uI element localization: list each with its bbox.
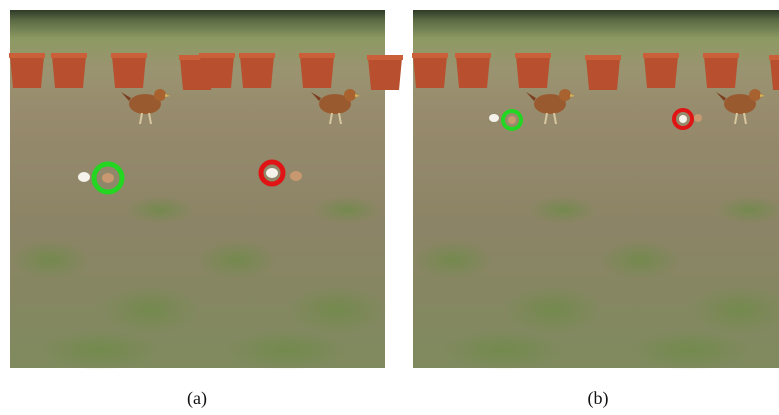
figure: (a) (b) (0, 0, 779, 415)
panel-a: (a) (9, 10, 403, 409)
panel-label: (b) (588, 388, 609, 409)
panel-label: (a) (187, 388, 207, 409)
page: (a) (b) (() => { const data = JSON.parse… (0, 0, 779, 415)
panel-b: (b) (412, 10, 779, 409)
